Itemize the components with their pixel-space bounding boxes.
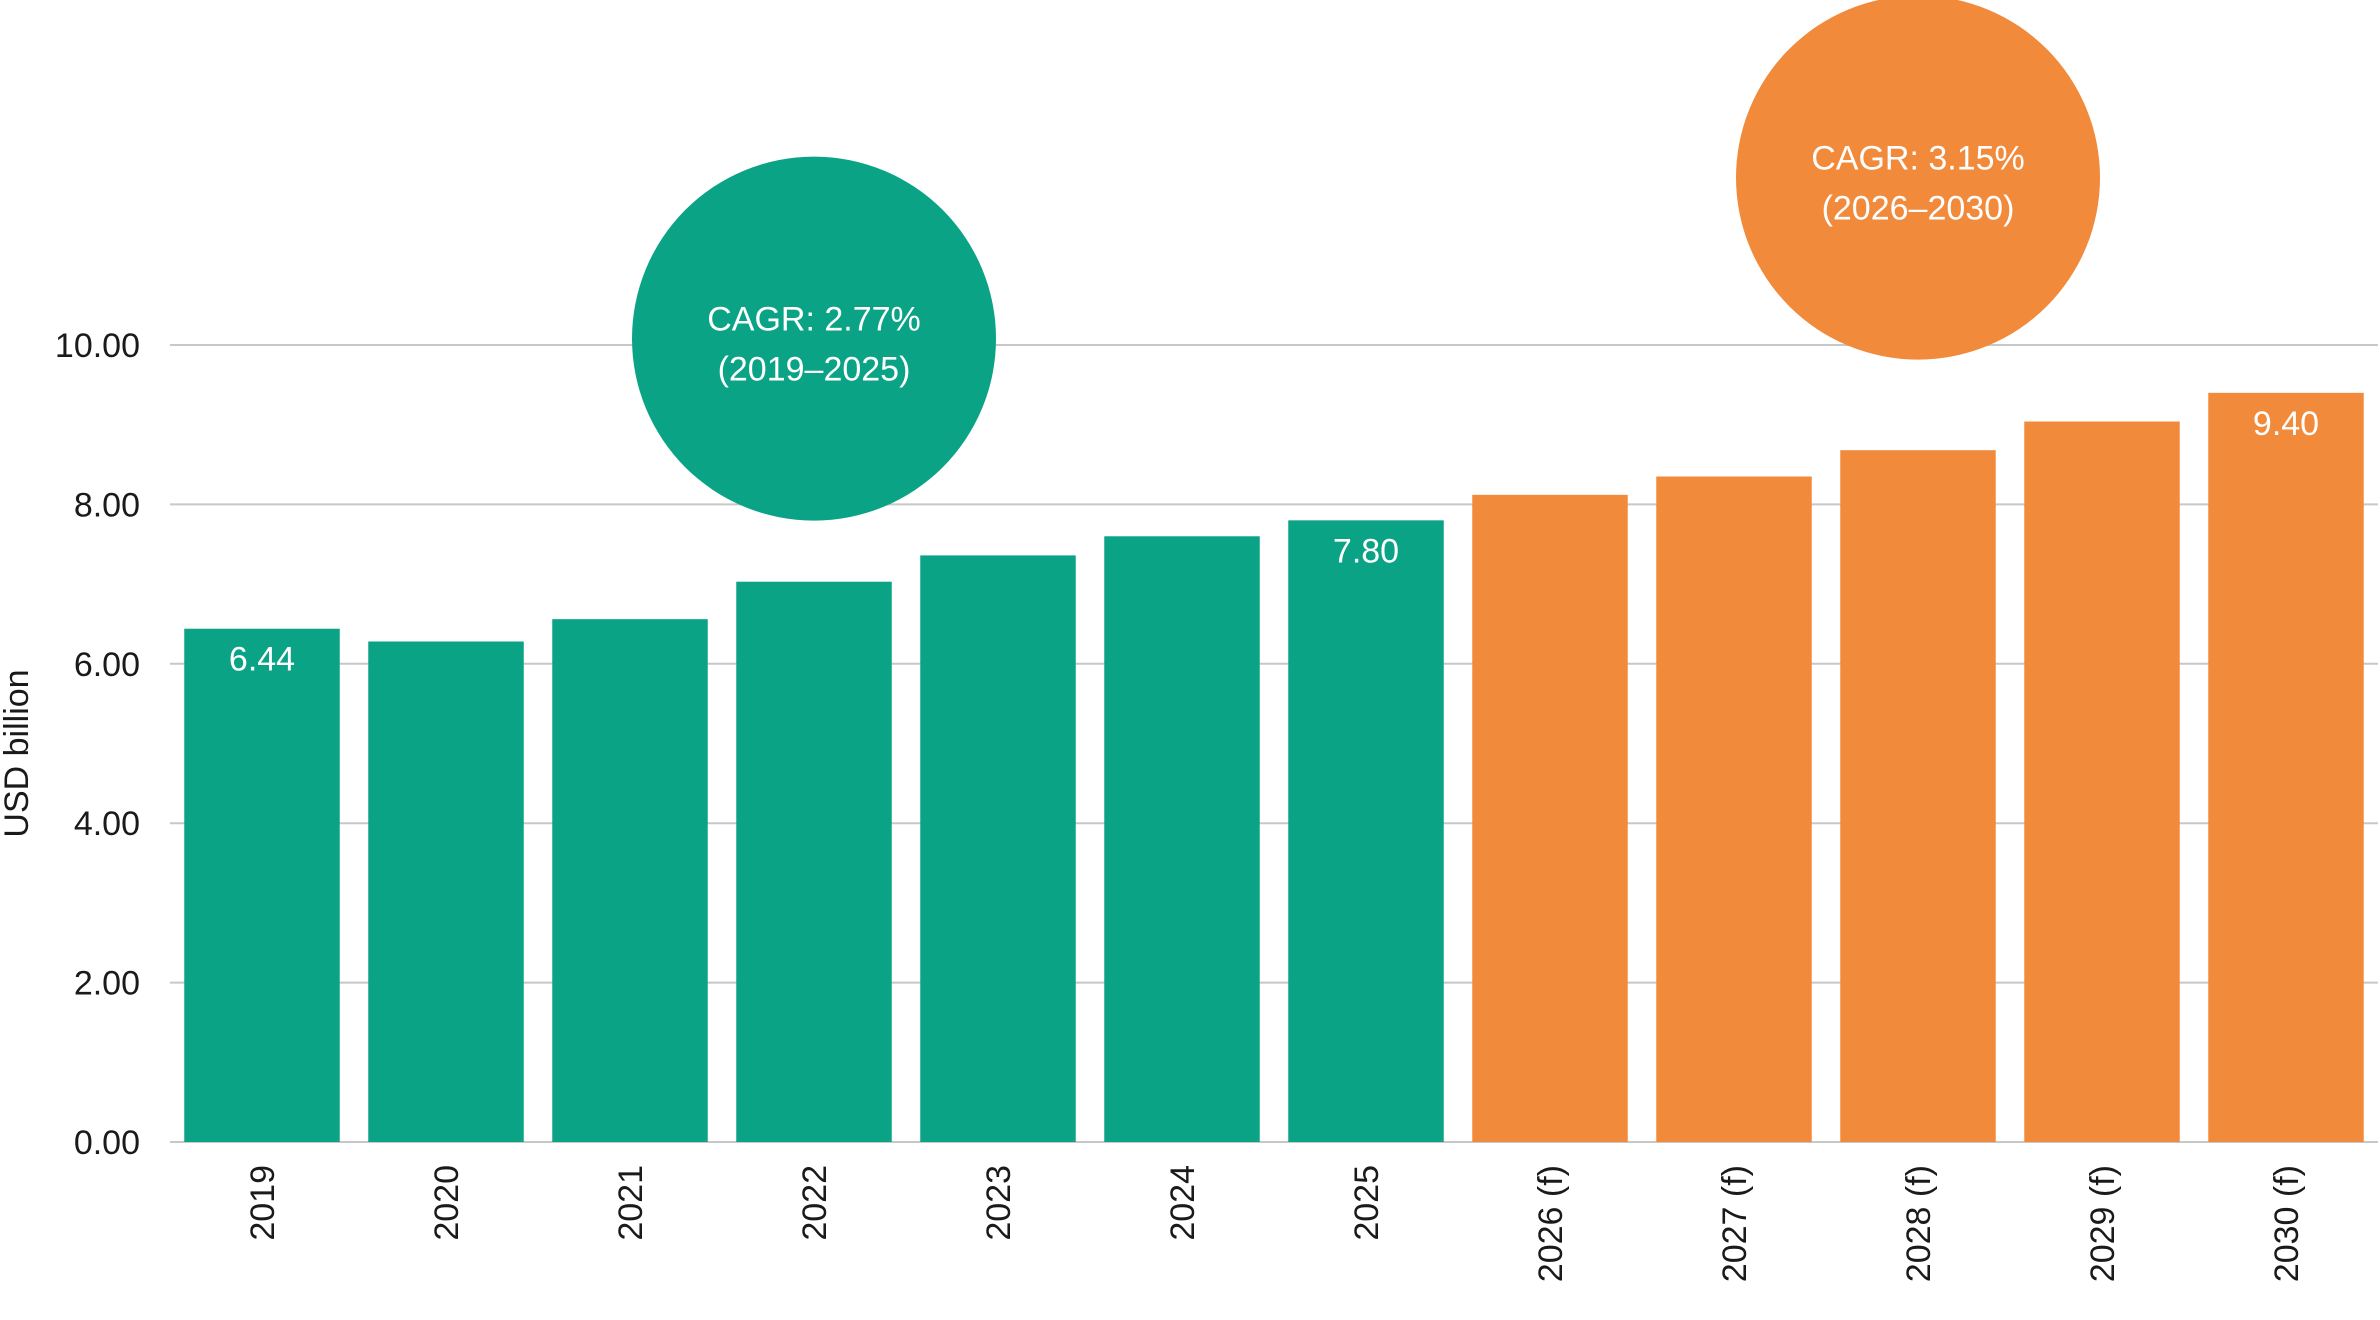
bar-2030-f <box>2208 392 2364 1142</box>
y-tick-label: 6.00 <box>74 646 140 684</box>
cagr-period-text: (2026–2030) <box>1822 190 2015 228</box>
bar-2026-f <box>1472 494 1628 1142</box>
bar-2019 <box>184 628 340 1142</box>
y-axis-ticks: 0.00 2.00 4.00 6.00 8.00 10.00 <box>55 327 140 1162</box>
bar-2023 <box>920 555 1076 1142</box>
x-axis-categories: 2019 2020 2021 2022 2023 2024 2025 2026 (f) 2027… <box>244 1165 2306 1282</box>
x-category-label: 2023 <box>980 1165 1018 1241</box>
bar-2028-f <box>1840 450 1996 1143</box>
x-category-label: 2020 <box>428 1165 466 1241</box>
data-label: 6.44 <box>229 641 295 679</box>
x-category-label: 2019 <box>244 1165 282 1241</box>
bar-2025 <box>1288 520 1444 1142</box>
bars <box>184 392 2364 1143</box>
cagr-period-text: (2019–2025) <box>718 351 911 389</box>
bar-2024 <box>1104 536 1260 1142</box>
bar-2021 <box>552 619 708 1142</box>
data-label: 9.40 <box>2253 405 2319 443</box>
bar-2029-f <box>2024 421 2180 1143</box>
bar-2027-f <box>1656 476 1812 1142</box>
cagr-badge-circle <box>1736 0 2100 360</box>
cagr-annotations: CAGR: 2.77% (2019–2025) CAGR: 3.15% (2026–2… <box>632 0 2100 521</box>
y-tick-label: 4.00 <box>74 805 140 843</box>
y-tick-label: 0.00 <box>74 1124 140 1162</box>
data-labels: 6.44 7.80 9.40 <box>229 405 2319 679</box>
data-label: 7.80 <box>1333 532 1399 570</box>
cagr-badge: CAGR: 3.15% (2026–2030) <box>1736 0 2100 360</box>
cagr-badge: CAGR: 2.77% (2019–2025) <box>632 156 996 521</box>
gridlines <box>170 344 2378 1143</box>
x-category-label: 2026 (f) <box>1532 1165 1570 1282</box>
x-category-label: 2027 (f) <box>1716 1165 1754 1282</box>
y-axis-title: USD billion <box>0 669 36 837</box>
y-tick-label: 10.00 <box>55 327 140 365</box>
bar-2020 <box>368 641 524 1142</box>
x-category-label: 2024 <box>1164 1165 1202 1241</box>
x-category-label: 2021 <box>612 1165 650 1241</box>
x-category-label: 2028 (f) <box>1900 1165 1938 1282</box>
bar-2022 <box>736 581 892 1142</box>
cagr-rate-text: CAGR: 2.77% <box>707 301 921 339</box>
x-category-label: 2025 <box>1348 1165 1386 1241</box>
x-category-label: 2022 <box>796 1165 834 1241</box>
x-category-label: 2030 (f) <box>2268 1165 2306 1282</box>
x-category-label: 2029 (f) <box>2084 1165 2122 1282</box>
cagr-badge-circle <box>632 156 996 521</box>
cagr-rate-text: CAGR: 3.15% <box>1811 140 2025 178</box>
y-tick-label: 2.00 <box>74 965 140 1003</box>
y-tick-label: 8.00 <box>74 486 140 524</box>
